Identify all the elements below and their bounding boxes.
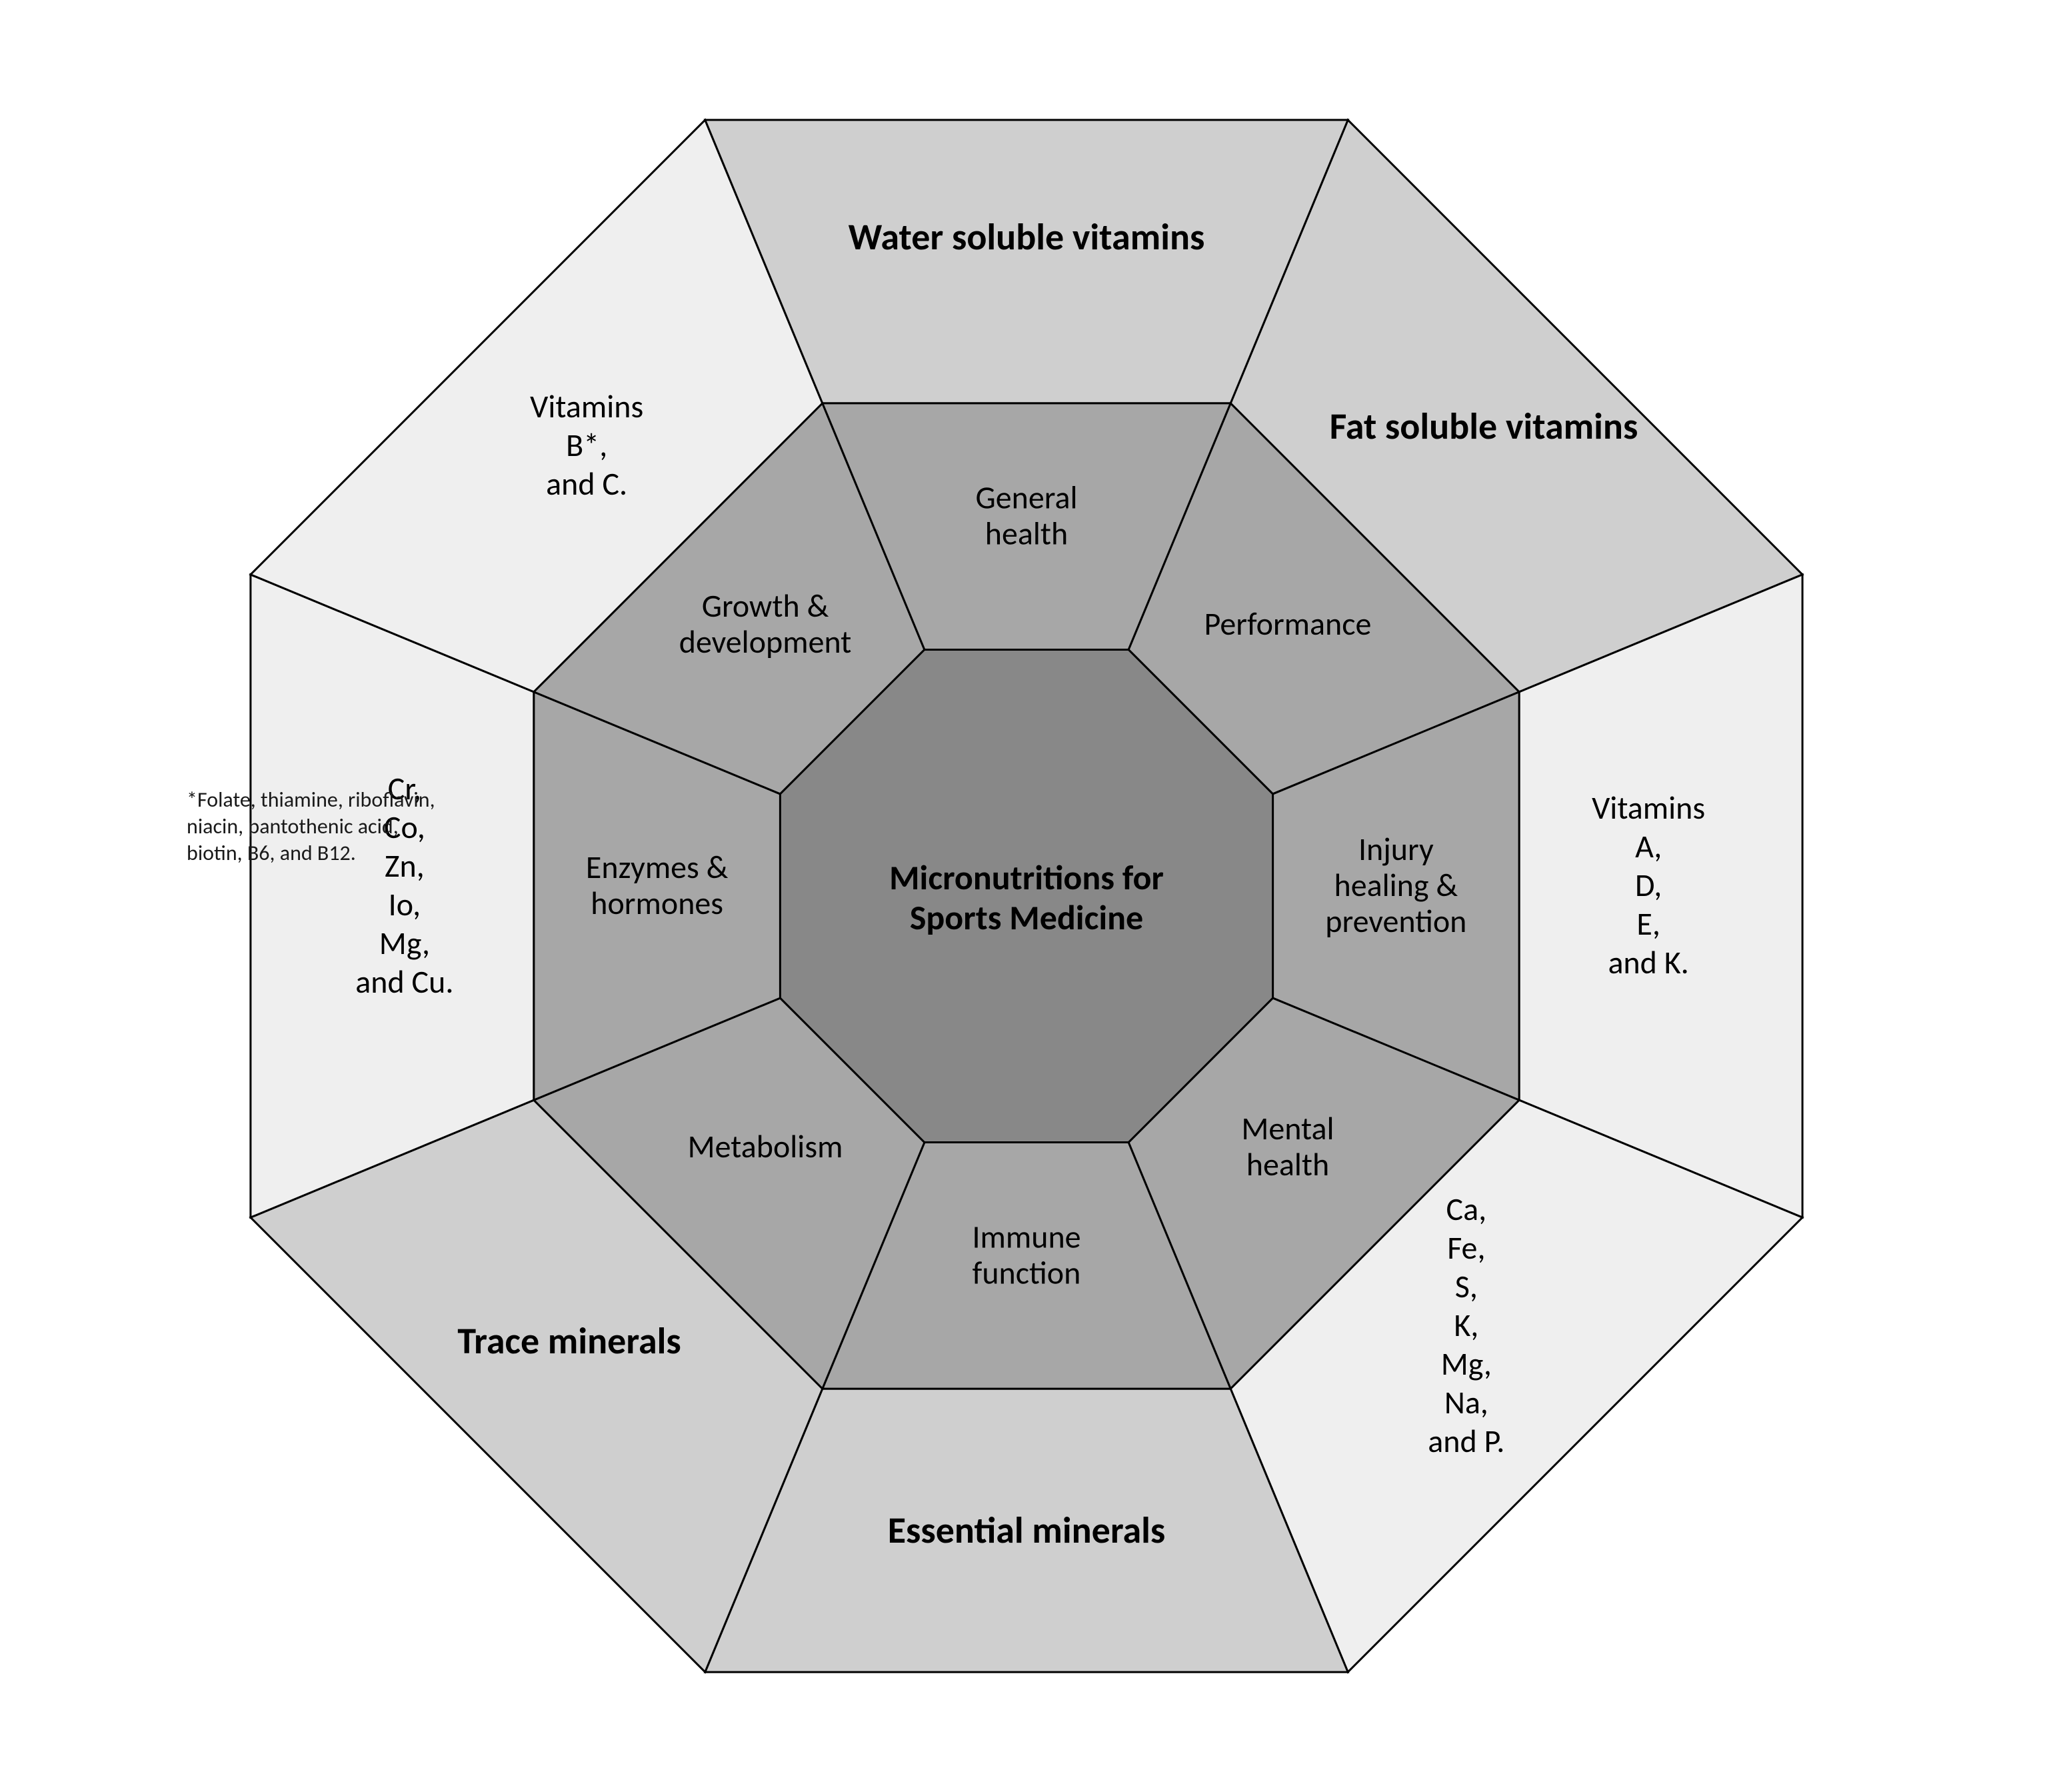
outer-title: Fat soluble vitamins xyxy=(1330,404,1638,449)
outer-title: Trace minerals xyxy=(457,1319,681,1364)
mid-label: Mentalhealth xyxy=(1241,1109,1334,1184)
mid-label: Metabolism xyxy=(688,1127,843,1166)
mid-label: Growth &development xyxy=(679,586,852,661)
mid-label: Immunefunction xyxy=(972,1217,1080,1292)
center-title: Micronutritions forSports Medicine xyxy=(889,856,1164,939)
diagram-layers: Micronutritions forSports Medicine Perfor… xyxy=(187,120,1802,1672)
mid-label: Enzymes &hormones xyxy=(586,847,729,923)
octagon-diagram: Micronutritions forSports Medicine Perfor… xyxy=(0,0,2053,1792)
diagram-root: Micronutritions forSports Medicine Perfor… xyxy=(0,0,2053,1792)
mid-label: Performance xyxy=(1204,604,1372,643)
outer-title: Water soluble vitamins xyxy=(849,215,1205,260)
outer-title: Essential minerals xyxy=(888,1508,1166,1553)
mid-label: Generalhealth xyxy=(975,478,1077,553)
